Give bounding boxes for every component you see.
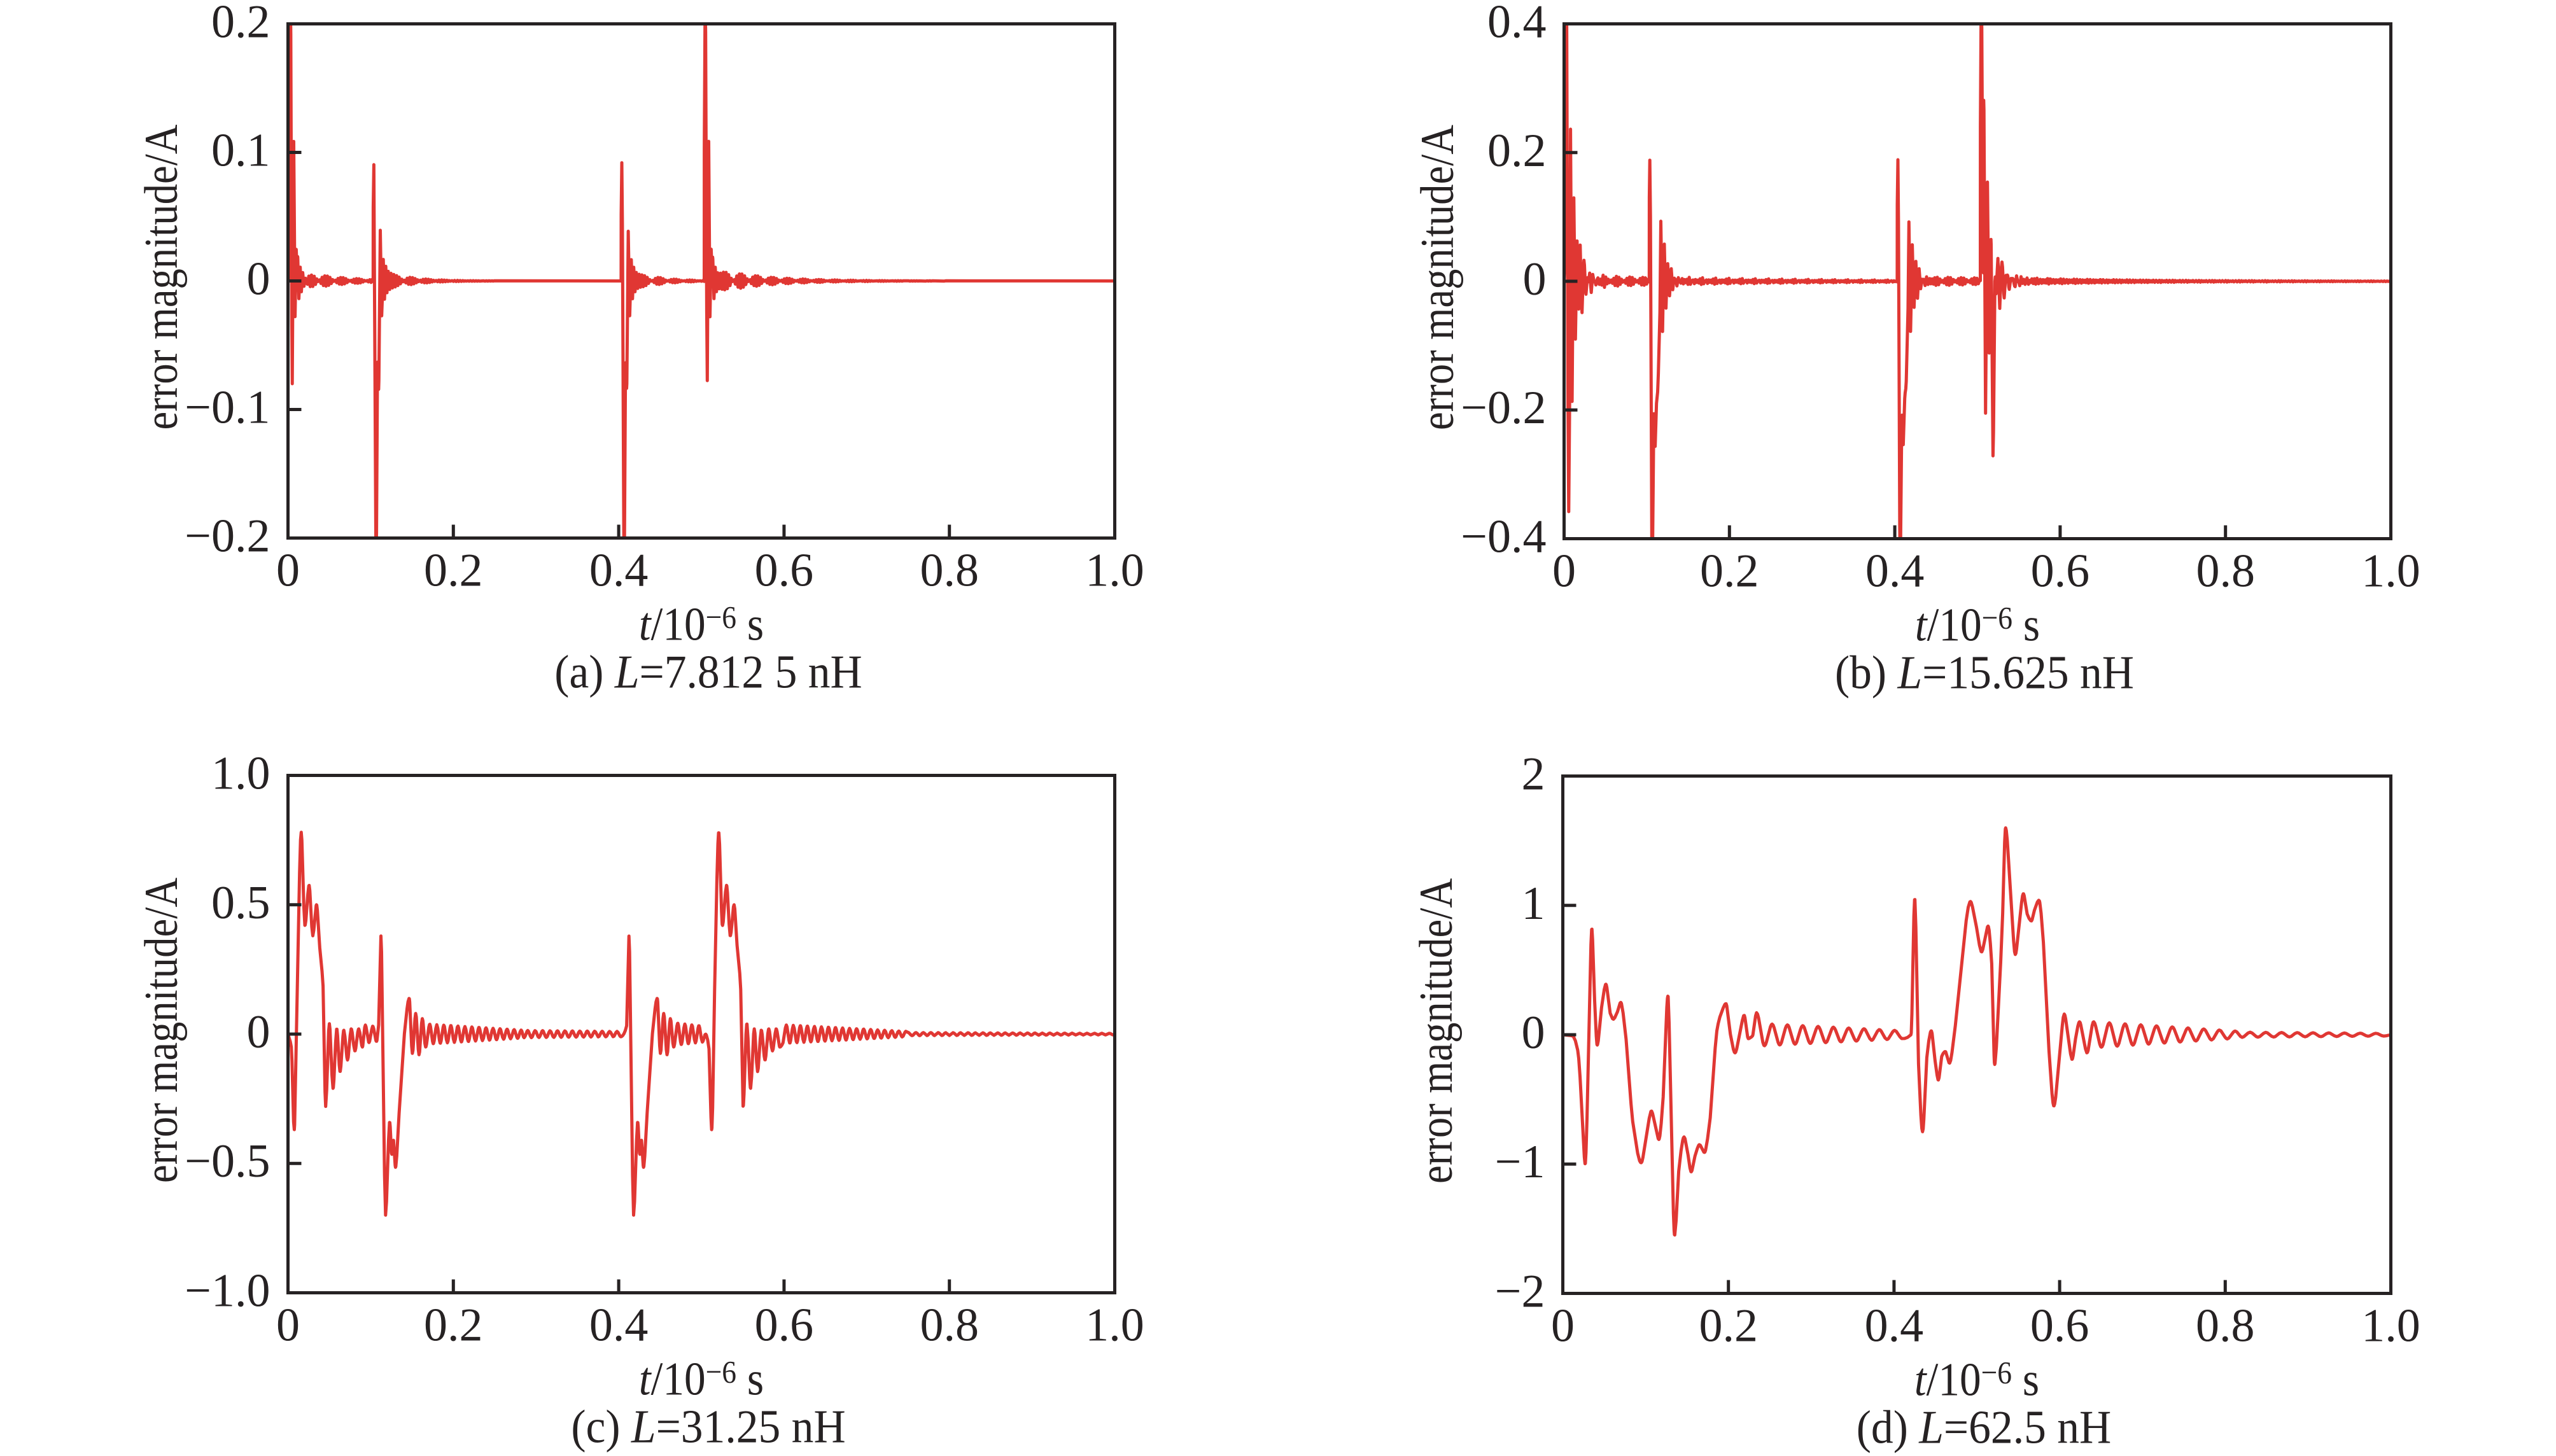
svg-text:0.2: 0.2: [211, 0, 270, 48]
svg-text:error magnitude/A: error magnitude/A: [136, 125, 188, 430]
svg-text:0.4: 0.4: [589, 1299, 649, 1352]
svg-text:t/10−6 s: t/10−6 s: [1915, 599, 2040, 652]
svg-text:0.2: 0.2: [1487, 125, 1547, 177]
svg-text:0: 0: [1552, 545, 1576, 598]
svg-text:−1: −1: [1495, 1136, 1545, 1188]
svg-text:(d) L=62.5 nH: (d) L=62.5 nH: [1857, 1401, 2111, 1453]
svg-text:0.2: 0.2: [424, 1299, 483, 1352]
svg-text:−2: −2: [1495, 1266, 1545, 1318]
svg-text:1.0: 1.0: [2361, 1300, 2420, 1352]
svg-text:1.0: 1.0: [2361, 545, 2420, 598]
svg-text:(c) L=31.25 nH: (c) L=31.25 nH: [571, 1401, 845, 1453]
svg-text:0.6: 0.6: [755, 545, 814, 597]
svg-text:t/10−6 s: t/10−6 s: [639, 1354, 764, 1406]
svg-text:0.4: 0.4: [1865, 545, 1925, 598]
svg-text:1.0: 1.0: [211, 748, 270, 800]
svg-text:0.6: 0.6: [2031, 545, 2090, 598]
svg-text:0.1: 0.1: [211, 125, 270, 177]
svg-text:1.0: 1.0: [1085, 545, 1144, 597]
svg-text:0.8: 0.8: [920, 545, 979, 597]
svg-text:0.4: 0.4: [1865, 1300, 1924, 1352]
svg-text:0.8: 0.8: [2196, 545, 2255, 598]
svg-text:0.4: 0.4: [1487, 0, 1547, 48]
svg-text:0: 0: [247, 1006, 270, 1058]
svg-text:0: 0: [247, 253, 270, 305]
svg-text:−0.2: −0.2: [185, 510, 270, 563]
svg-text:t/10−6 s: t/10−6 s: [1914, 1354, 2039, 1406]
svg-text:0.6: 0.6: [755, 1299, 814, 1352]
svg-text:2: 2: [1522, 748, 1545, 801]
svg-text:error magnitude/A: error magnitude/A: [136, 878, 188, 1183]
svg-text:error magnitude/A: error magnitude/A: [1412, 125, 1464, 430]
svg-text:1: 1: [1522, 878, 1545, 930]
svg-text:−0.5: −0.5: [185, 1135, 270, 1187]
svg-text:0: 0: [1551, 1300, 1575, 1352]
svg-text:0: 0: [1522, 1007, 1545, 1059]
svg-text:−0.2: −0.2: [1461, 382, 1546, 434]
svg-text:(b) L=15.625 nH: (b) L=15.625 nH: [1835, 647, 2134, 699]
svg-text:1.0: 1.0: [1085, 1299, 1144, 1352]
svg-text:0.6: 0.6: [2030, 1300, 2089, 1352]
svg-text:−0.1: −0.1: [185, 382, 270, 434]
svg-text:−1.0: −1.0: [185, 1265, 270, 1317]
svg-text:t/10−6 s: t/10−6 s: [639, 599, 764, 651]
svg-text:0.2: 0.2: [1699, 1300, 1758, 1352]
svg-text:0.2: 0.2: [1700, 545, 1759, 598]
svg-text:0.8: 0.8: [2196, 1300, 2255, 1352]
svg-text:0: 0: [1523, 253, 1547, 305]
svg-text:0.8: 0.8: [920, 1299, 979, 1352]
svg-text:0: 0: [276, 1299, 300, 1352]
svg-text:−0.4: −0.4: [1461, 511, 1546, 563]
svg-text:(a) L=7.812 5 nH: (a) L=7.812 5 nH: [554, 646, 862, 698]
svg-text:0.4: 0.4: [589, 545, 649, 597]
svg-text:0.5: 0.5: [211, 877, 270, 929]
svg-text:0.2: 0.2: [424, 545, 483, 597]
svg-text:error magnitude/A: error magnitude/A: [1410, 878, 1463, 1184]
svg-text:0: 0: [276, 545, 300, 597]
